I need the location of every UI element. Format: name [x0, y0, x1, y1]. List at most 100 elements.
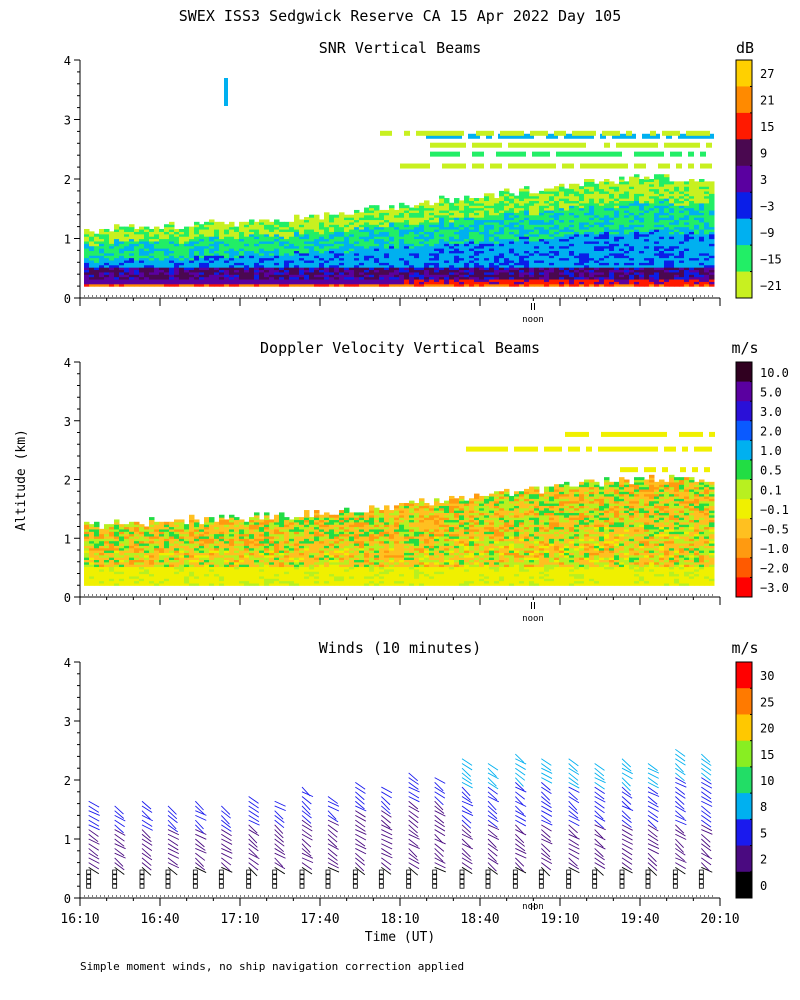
heatmap-cell	[249, 250, 255, 254]
heatmap-cell	[649, 276, 655, 280]
heatmap-cell	[664, 212, 670, 216]
heatmap-cell	[679, 205, 685, 209]
heatmap-cell	[134, 283, 140, 287]
heatmap-cell	[539, 238, 545, 242]
heatmap-cell	[239, 245, 245, 249]
heatmap-cell	[624, 274, 630, 278]
heatmap-cell	[604, 269, 610, 273]
heatmap-cell	[139, 561, 145, 565]
heatmap-cell	[644, 224, 650, 228]
heatmap-cell	[484, 243, 490, 247]
heatmap-cell	[508, 163, 514, 169]
heatmap-cell	[569, 190, 575, 194]
heatmap-cell	[436, 151, 442, 157]
heatmap-cell	[319, 245, 325, 249]
heatmap-cell	[514, 207, 520, 211]
heatmap-cell	[169, 250, 175, 254]
heatmap-cell	[619, 269, 625, 273]
heatmap-cell	[259, 274, 265, 278]
heatmap-cell	[349, 233, 355, 237]
heatmap-cell	[594, 264, 600, 268]
heatmap-cell	[549, 207, 555, 211]
heatmap-cell	[294, 221, 300, 225]
heatmap-cell	[264, 250, 270, 254]
heatmap-cell	[544, 193, 550, 197]
heatmap-cell	[609, 233, 615, 237]
heatmap-cell	[544, 267, 550, 271]
heatmap-cell	[174, 233, 180, 237]
heatmap-cell	[684, 271, 690, 275]
heatmap-cell	[209, 281, 215, 285]
heatmap-cell	[584, 212, 590, 216]
heatmap-cell	[679, 259, 685, 263]
heatmap-cell	[474, 276, 480, 280]
heatmap-cell	[669, 236, 675, 240]
heatmap-cell	[559, 217, 565, 221]
heatmap-cell	[169, 228, 175, 232]
heatmap-cell	[534, 252, 540, 256]
heatmap-cell	[434, 248, 440, 251]
heatmap-cell	[684, 219, 690, 223]
heatmap-cell	[674, 183, 680, 187]
heatmap-cell	[224, 240, 230, 244]
heatmap-cell	[629, 179, 635, 182]
heatmap-cell	[629, 238, 635, 242]
heatmap-cell	[599, 205, 605, 209]
heatmap-cell	[694, 221, 700, 225]
heatmap-cell	[669, 240, 675, 244]
heatmap-cell	[619, 271, 625, 275]
heatmap-cell	[549, 214, 555, 218]
heatmap-cell	[479, 200, 485, 204]
heatmap-cell	[539, 264, 545, 268]
heatmap-cell	[149, 243, 155, 247]
heatmap-cell	[259, 269, 265, 273]
heatmap-cell	[624, 257, 630, 261]
heatmap-cell	[644, 243, 650, 247]
heatmap-cell	[389, 257, 395, 261]
heatmap-cell	[104, 276, 110, 280]
heatmap-cell	[594, 209, 600, 213]
heatmap-cell	[579, 188, 585, 192]
heatmap-cell	[549, 252, 555, 256]
heatmap-cell	[464, 283, 470, 287]
heatmap-cell	[454, 198, 460, 202]
heatmap-cell	[114, 250, 120, 254]
heatmap-cell	[659, 255, 665, 259]
heatmap-cell	[684, 267, 690, 271]
heatmap-cell	[444, 231, 450, 235]
heatmap-cell	[514, 264, 520, 268]
heatmap-cell	[379, 267, 385, 271]
heatmap-cell	[269, 240, 275, 244]
heatmap-cell	[699, 259, 705, 263]
heatmap-cell	[269, 262, 275, 266]
heatmap-cell	[119, 228, 125, 232]
heatmap-cell	[454, 259, 460, 263]
heatmap-cell	[144, 281, 150, 285]
heatmap-cell	[459, 219, 465, 223]
heatmap-cell	[604, 226, 610, 230]
heatmap-cell	[434, 240, 440, 244]
heatmap-cell	[639, 259, 645, 263]
heatmap-cell	[479, 267, 485, 271]
heatmap-cell	[89, 528, 95, 532]
heatmap-cell	[514, 252, 520, 256]
heatmap-cell	[354, 212, 360, 216]
heatmap-cell	[139, 276, 145, 280]
heatmap-cell	[624, 181, 630, 185]
heatmap-cell	[134, 524, 140, 528]
heatmap-cell	[109, 557, 115, 560]
heatmap-cell	[634, 236, 640, 240]
heatmap-cell	[374, 224, 380, 228]
heatmap-cell	[434, 212, 440, 216]
heatmap-cell	[384, 252, 390, 256]
heatmap-cell	[654, 276, 660, 280]
heatmap-cell	[642, 133, 648, 139]
heatmap-cell	[144, 573, 150, 577]
heatmap-cell	[109, 281, 115, 285]
heatmap-cell	[669, 252, 675, 256]
heatmap-cell	[649, 255, 655, 259]
heatmap-cell	[709, 255, 715, 259]
heatmap-cell	[389, 274, 395, 278]
